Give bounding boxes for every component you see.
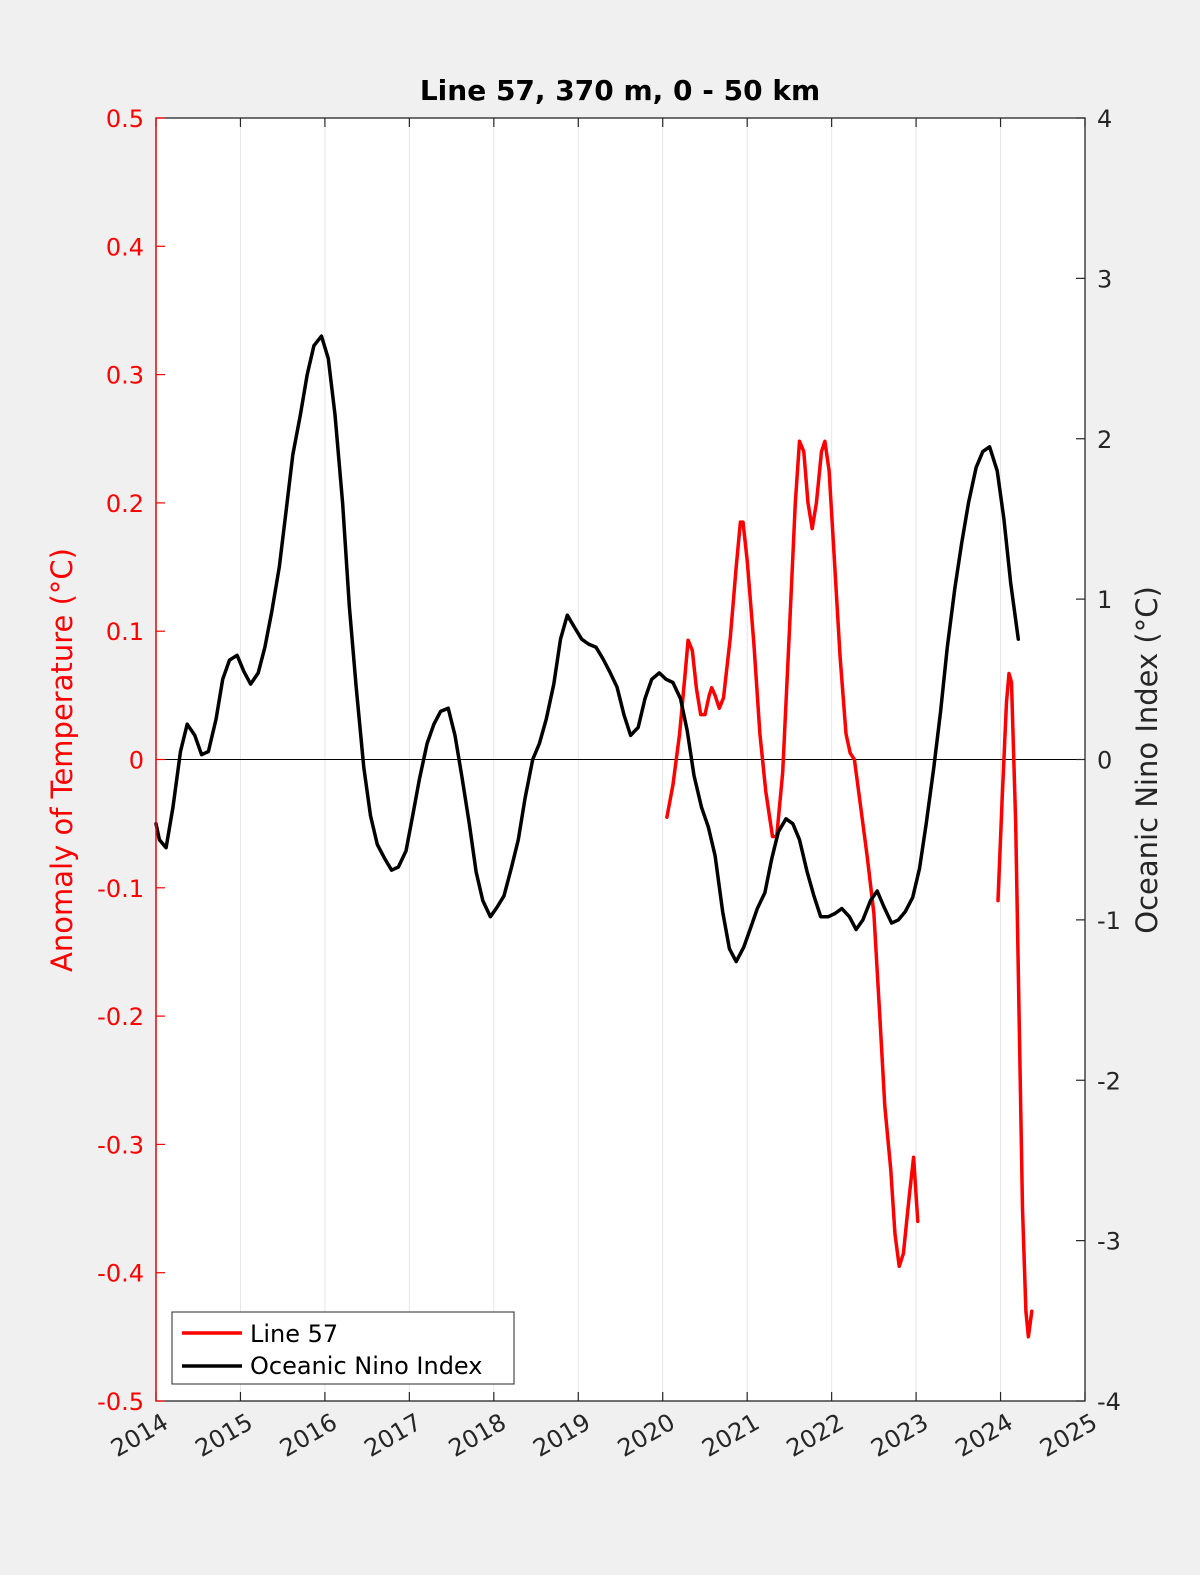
legend-label-oni: Oceanic Nino Index (250, 1352, 482, 1380)
series-line-line-57-1 (996, 671, 1034, 1339)
series-group (154, 334, 1034, 1339)
y-left-tick-label: 0.3 (106, 362, 144, 390)
x-tick-label-2021: 2021 (697, 1408, 764, 1463)
y-right-tick-label: 1 (1097, 586, 1112, 614)
x-tick-label-2015: 2015 (191, 1408, 258, 1463)
y-axis-left-label: Anomaly of Temperature (°C) (45, 548, 79, 972)
x-tick-label-2016: 2016 (275, 1408, 342, 1463)
x-tick-label-2024: 2024 (951, 1408, 1018, 1463)
y-axis-right-label: Oceanic Nino Index (°C) (1130, 586, 1164, 934)
x-tick-label-2022: 2022 (782, 1408, 849, 1463)
x-tick-label-2018: 2018 (444, 1408, 511, 1463)
chart-title: Line 57, 370 m, 0 - 50 km (420, 74, 820, 107)
y-right-tick-label: -4 (1097, 1388, 1121, 1416)
x-tick-label-2025: 2025 (1035, 1408, 1102, 1463)
legend-label-line57: Line 57 (250, 1320, 338, 1348)
y-right-tick-label: 0 (1097, 747, 1112, 775)
y-right-tick-label: -1 (1097, 907, 1121, 935)
x-tick-label-2023: 2023 (866, 1408, 933, 1463)
y-right-tick-label: 2 (1097, 426, 1112, 454)
y-left-tick-label: 0.2 (106, 490, 144, 518)
x-tick-label-2019: 2019 (528, 1408, 595, 1463)
y-axis-left: 0.5 0.4 0.3 0.2 0.1 0 -0.1 -0.2 -0.3 -0.4 -0.5 (97, 105, 165, 1416)
series-line-line-57-0 (665, 439, 920, 1269)
y-right-tick-label: 4 (1097, 105, 1112, 133)
y-left-tick-label: -0.5 (97, 1388, 144, 1416)
y-left-tick-label: -0.3 (97, 1131, 144, 1159)
legend-box (171, 1311, 515, 1385)
series-line-oceanic-nino-index-0 (154, 334, 1021, 964)
y-right-tick-label: -2 (1097, 1067, 1121, 1095)
y-left-tick-label: 0 (129, 747, 144, 775)
y-left-tick-label: -0.4 (97, 1260, 144, 1288)
y-right-tick-label: -3 (1097, 1228, 1121, 1256)
y-right-tick-label: 3 (1097, 265, 1112, 293)
y-left-tick-label: -0.1 (97, 875, 144, 903)
legend: Line 57 Oceanic Nino Index (171, 1311, 515, 1385)
y-left-tick-label: -0.2 (97, 1003, 144, 1031)
x-tick-label-2014: 2014 (106, 1408, 173, 1463)
x-tick-label-2017: 2017 (359, 1408, 426, 1463)
y-axis-right: 4 3 2 1 0 -1 -2 -3 -4 (1076, 105, 1121, 1416)
y-left-tick-label: 0.4 (106, 233, 144, 261)
y-left-tick-label: 0.1 (106, 618, 144, 646)
x-tick-label-2020: 2020 (613, 1408, 680, 1463)
y-left-tick-label: 0.5 (106, 105, 144, 133)
